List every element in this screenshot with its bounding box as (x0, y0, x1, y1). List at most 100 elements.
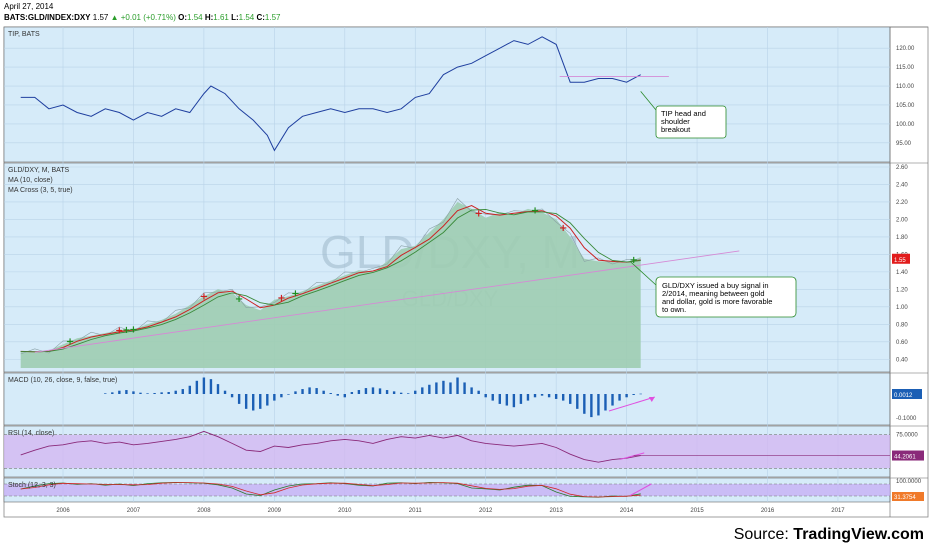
tip-price-line (20, 36, 641, 152)
macd-bar (216, 384, 220, 394)
y-tick-label: 100.0000 (896, 479, 922, 485)
macd-bar (618, 394, 621, 401)
macd-bar (371, 387, 375, 394)
macd-bar (442, 380, 445, 394)
macd-bar (414, 390, 417, 394)
macd-bar (533, 394, 537, 398)
macd-bar (357, 390, 361, 394)
macd-bar (315, 388, 318, 394)
x-tick-label: 2009 (268, 508, 282, 514)
high-label: H: (204, 13, 214, 22)
macd-bar (273, 394, 276, 401)
rsi-arrow (619, 452, 645, 461)
macd-bar (252, 394, 255, 411)
macd-bar (146, 393, 149, 394)
arrow-head-icon (648, 397, 655, 402)
x-tick-label: 2015 (690, 508, 704, 514)
panel-title: MACD (10, 26, close, 9, false, true) (8, 377, 117, 384)
x-tick-label: 2011 (409, 508, 423, 514)
last-price: 1.57 (92, 13, 109, 22)
macd-bar (259, 394, 262, 409)
macd-bar (519, 394, 523, 404)
macd-bar (202, 377, 206, 394)
y-tick-label: 100.00 (896, 122, 915, 128)
panel-tip (3, 26, 891, 163)
macd-bar (625, 394, 628, 398)
x-tick-label: 2016 (761, 508, 775, 514)
macd-bar (181, 389, 184, 394)
y-tick-label: 0.80 (896, 322, 908, 328)
macd-bar (604, 394, 607, 411)
macd-bar (477, 390, 480, 394)
x-tick-label: 2014 (620, 508, 634, 514)
macd-bar (301, 389, 304, 394)
macd-bar (611, 394, 614, 406)
y-tick-label: 75.0000 (896, 433, 918, 439)
last-price-value: 1.55 (894, 258, 906, 264)
macd-bar (378, 388, 382, 394)
y-tick-label: 2.40 (896, 182, 908, 188)
panel-title: TIP, BATS (8, 31, 40, 38)
buy-signal-marker: + (122, 325, 130, 336)
stoch-band (4, 484, 890, 496)
macd-bar (343, 394, 346, 398)
macd-bar (139, 392, 142, 394)
symbol-bar: BATS:GLD/INDEX:DXY 1.57 ▲ +0.01 (+0.71%)… (4, 13, 281, 22)
y-tick-label: 1.00 (896, 305, 908, 311)
macd-bar (308, 387, 311, 394)
y-tick-label: 1.40 (896, 270, 908, 276)
ma-green-line (20, 209, 641, 353)
y-tick-label: 1.20 (896, 287, 908, 293)
trend-line (34, 250, 740, 353)
high-value: 1.61 (213, 13, 229, 22)
x-tick-label: 2017 (831, 508, 845, 514)
annotation-box (655, 276, 797, 318)
macd-bar (237, 394, 241, 404)
gld-area (20, 202, 641, 368)
x-tick-label: 2013 (549, 508, 563, 514)
rsi-band (4, 434, 890, 469)
macd-bar (350, 392, 354, 394)
source-prefix: Source: (733, 526, 794, 543)
macd-bar (244, 394, 248, 409)
macd-bar (111, 392, 114, 394)
y-tick-label: 2.20 (896, 200, 908, 206)
stoch-value-tag (892, 492, 924, 501)
annotation-pointer (629, 261, 657, 286)
low-label: L: (231, 13, 239, 22)
stoch-value: 31.3754 (894, 495, 916, 501)
sell-signal-marker: + (474, 208, 482, 219)
y-tick-label: 95.00 (896, 141, 912, 147)
macd-bar (540, 394, 544, 396)
ma-red-line (20, 204, 641, 353)
buy-signal-marker: + (291, 289, 299, 300)
macd-bar (104, 393, 107, 394)
x-tick-label: 2008 (197, 508, 211, 514)
x-tick-label: 2007 (127, 508, 141, 514)
buy-signal-marker: + (629, 255, 637, 266)
buy-signal-marker: + (531, 206, 539, 217)
up-arrow-icon: ▲ (110, 13, 119, 22)
macd-bar (590, 394, 593, 418)
macd-bar (639, 393, 642, 395)
macd-bar (498, 394, 501, 404)
macd-arrow (608, 396, 655, 412)
macd-bar (160, 392, 163, 394)
rsi-line (20, 430, 641, 463)
macd-bar (322, 390, 325, 394)
macd-bar (547, 394, 551, 398)
y-tick-label: 0.60 (896, 340, 908, 346)
annotation-text: shoulder (661, 117, 690, 126)
macd-bar (421, 387, 424, 394)
x-tick-label: 2006 (56, 508, 70, 514)
x-tick-label: 2012 (479, 508, 493, 514)
macd-bar (554, 394, 558, 399)
y-tick-label: 2.60 (896, 165, 908, 171)
macd-value: 0.0012 (894, 393, 913, 399)
macd-bar (526, 394, 530, 401)
close-value: 1.57 (264, 13, 281, 22)
macd-bar (294, 391, 297, 394)
macd-bar (569, 394, 572, 404)
study-label: MA (10, close) (8, 177, 53, 184)
